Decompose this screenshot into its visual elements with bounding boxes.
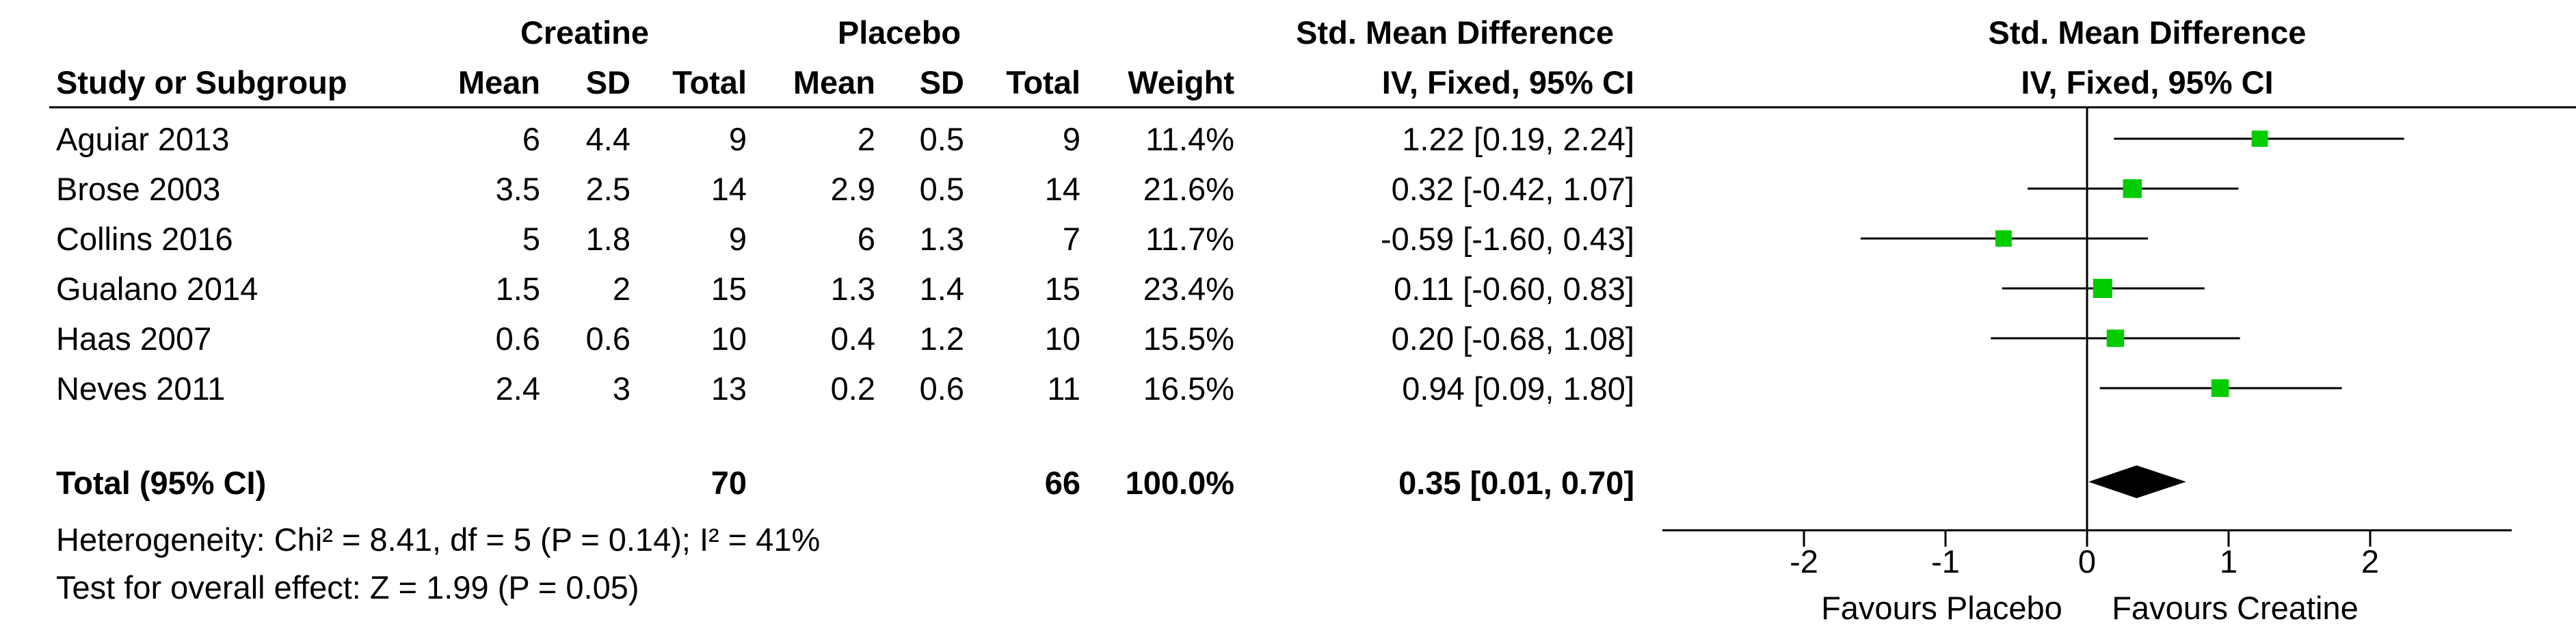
overall-effect-text: Test for overall effect: Z = 1.99 (P = 0… — [56, 569, 639, 605]
cell-c-total: 9 — [1062, 121, 1080, 157]
cell-c-mean: 6 — [857, 221, 875, 257]
cell-e-sd: 0.6 — [585, 320, 630, 357]
cell-c-mean: 0.4 — [830, 320, 875, 357]
total-e-total: 70 — [711, 465, 747, 501]
header-placebo: Placebo — [837, 14, 961, 51]
cell-c-sd: 0.5 — [919, 121, 964, 157]
cell-c-mean: 0.2 — [830, 370, 875, 407]
study-marker — [2106, 329, 2125, 347]
cell-e-sd: 3 — [612, 370, 630, 407]
cell-weight: 21.6% — [1143, 171, 1234, 207]
cell-weight: 16.5% — [1143, 370, 1234, 407]
cell-effect: 0.20 [-0.68, 1.08] — [1391, 320, 1634, 357]
col-effect: IV, Fixed, 95% CI — [1381, 64, 1634, 100]
x-tick-label: 0 — [2078, 543, 2096, 579]
cell-effect: 0.32 [-0.42, 1.07] — [1391, 171, 1634, 207]
cell-e-sd: 2 — [612, 271, 630, 307]
favours-right-label: Favours Creatine — [2112, 590, 2359, 626]
cell-e-mean: 1.5 — [495, 271, 540, 307]
cell-c-sd: 1.3 — [919, 221, 964, 257]
cell-e-total: 15 — [711, 271, 747, 307]
cell-study: Haas 2007 — [56, 320, 212, 357]
heterogeneity-text: Heterogeneity: Chi² = 8.41, df = 5 (P = … — [56, 521, 821, 558]
cell-weight: 23.4% — [1143, 271, 1234, 307]
header-effect: Std. Mean Difference — [1296, 14, 1614, 51]
cell-e-sd: 4.4 — [585, 121, 630, 157]
pooled-diamond — [2088, 465, 2186, 498]
cell-c-sd: 0.5 — [919, 171, 964, 207]
cell-effect: 1.22 [0.19, 2.24] — [1402, 121, 1634, 157]
cell-c-mean: 2 — [857, 121, 875, 157]
cell-study: Brose 2003 — [56, 171, 221, 207]
study-marker — [2251, 131, 2268, 147]
cell-c-total: 7 — [1062, 221, 1080, 257]
study-marker — [2123, 179, 2142, 198]
col-e-total: Total — [672, 64, 747, 100]
cell-e-total: 9 — [728, 121, 747, 157]
total-effect: 0.35 [0.01, 0.70] — [1398, 465, 1634, 501]
cell-e-mean: 0.6 — [495, 320, 540, 357]
cell-e-total: 14 — [711, 171, 747, 207]
cell-c-mean: 1.3 — [830, 271, 875, 307]
cell-weight: 11.7% — [1145, 221, 1234, 257]
col-c-mean: Mean — [793, 64, 875, 100]
study-marker — [1995, 230, 2012, 247]
cell-study: Collins 2016 — [56, 221, 233, 257]
cell-e-sd: 1.8 — [585, 221, 630, 257]
x-tick-label: 2 — [2361, 543, 2379, 579]
cell-e-mean: 3.5 — [495, 171, 540, 207]
cell-c-total: 10 — [1044, 320, 1080, 357]
cell-e-mean: 6 — [522, 121, 540, 157]
total-label: Total (95% CI) — [56, 465, 267, 501]
header-creatine: Creatine — [520, 14, 650, 51]
cell-effect: -0.59 [-1.60, 0.43] — [1380, 221, 1634, 257]
cell-c-total: 15 — [1044, 271, 1080, 307]
cell-weight: 11.4% — [1145, 121, 1234, 157]
cell-e-mean: 2.4 — [495, 370, 540, 407]
cell-effect: 0.94 [0.09, 1.80] — [1402, 370, 1634, 407]
cell-weight: 15.5% — [1143, 320, 1234, 357]
study-marker — [2093, 279, 2112, 298]
cell-c-mean: 2.9 — [830, 171, 875, 207]
cell-e-mean: 5 — [522, 221, 540, 257]
favours-left-label: Favours Placebo — [1821, 590, 2062, 626]
col-plot: IV, Fixed, 95% CI — [2021, 64, 2274, 100]
x-tick-label: 1 — [2220, 543, 2238, 579]
cell-c-sd: 1.4 — [919, 271, 964, 307]
cell-e-total: 13 — [711, 370, 747, 407]
x-tick-label: -2 — [1790, 543, 1818, 579]
col-study: Study or Subgroup — [56, 64, 347, 100]
cell-study: Aguiar 2013 — [56, 121, 230, 157]
cell-study: Neves 2011 — [56, 370, 226, 407]
cell-c-sd: 1.2 — [919, 320, 964, 357]
cell-e-sd: 2.5 — [585, 171, 630, 207]
cell-study: Gualano 2014 — [56, 271, 258, 307]
cell-e-total: 9 — [728, 221, 747, 257]
cell-e-total: 10 — [711, 320, 747, 357]
cell-c-total: 11 — [1047, 370, 1080, 407]
col-e-mean: Mean — [457, 64, 540, 100]
col-weight: Weight — [1128, 64, 1234, 100]
total-weight: 100.0% — [1125, 465, 1234, 501]
col-e-sd: SD — [585, 64, 630, 100]
col-c-sd: SD — [919, 64, 964, 100]
x-tick-label: -1 — [1931, 543, 1960, 579]
total-c-total: 66 — [1044, 465, 1080, 501]
cell-c-sd: 0.6 — [919, 370, 964, 407]
study-marker — [2211, 379, 2229, 397]
col-c-total: Total — [1006, 64, 1080, 100]
cell-c-total: 14 — [1044, 171, 1080, 207]
header-plot: Std. Mean Difference — [1988, 14, 2307, 51]
cell-effect: 0.11 [-0.60, 0.83] — [1394, 271, 1634, 307]
